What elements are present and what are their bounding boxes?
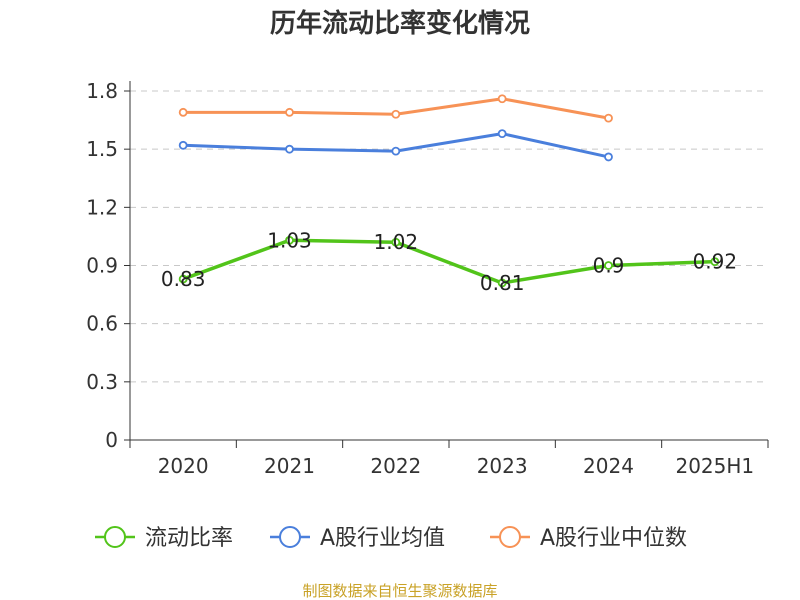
data-label: 0.81 [480, 271, 525, 295]
y-tick-label: 1.2 [86, 195, 118, 219]
x-tick-label: 2025H1 [675, 454, 754, 478]
legend: 流动比率 A股行业均值 A股行业中位数 [95, 526, 687, 551]
data-point [391, 109, 401, 119]
x-tick-label: 2020 [158, 454, 209, 478]
y-tick-label: 0.3 [86, 370, 118, 394]
data-point [391, 237, 401, 247]
data-label: 1.03 [267, 228, 312, 252]
legend-label: A股行业中位数 [540, 526, 687, 551]
series-0 [178, 235, 720, 288]
data-label: 0.92 [693, 250, 738, 274]
data-point [604, 261, 613, 270]
data-point [497, 129, 507, 139]
series-2 [178, 94, 613, 123]
legend-label: 流动比率 [145, 526, 233, 551]
data-point [178, 140, 188, 150]
data-label: 0.9 [593, 254, 625, 278]
legend-marker [499, 526, 521, 548]
data-point [710, 257, 720, 267]
series-1 [178, 129, 613, 162]
y-tick-label: 0 [105, 428, 118, 452]
legend-marker [104, 526, 126, 548]
data-point [497, 278, 507, 288]
data-point [391, 146, 401, 156]
x-tick-label: 2022 [370, 454, 421, 478]
legend-item: A股行业中位数 [490, 526, 687, 551]
x-tick-label: 2021 [264, 454, 315, 478]
grid [130, 90, 768, 383]
x-tick-label: 2024 [583, 454, 634, 478]
data-point [497, 94, 507, 104]
data-point [178, 107, 188, 117]
data-label: 0.83 [161, 267, 206, 291]
legend-item: 流动比率 [95, 526, 233, 551]
y-tick-label: 0.9 [86, 254, 118, 278]
x-tick-label: 2023 [477, 454, 528, 478]
series-line [181, 238, 717, 285]
y-tick-label: 1.5 [86, 137, 118, 161]
data-point [285, 107, 294, 117]
data-point [285, 144, 294, 154]
data-point [604, 152, 613, 162]
data-label: 1.02 [374, 230, 419, 254]
data-point [178, 274, 188, 284]
data-point [285, 235, 294, 245]
y-tick-label: 1.8 [86, 79, 118, 103]
legend-item: A股行业均值 [270, 526, 445, 551]
data-labels: 0.83 1.03 1.02 0.81 0.9 0.92 [161, 228, 737, 295]
data-point [604, 113, 613, 123]
legend-marker [279, 526, 301, 548]
source-note: 制图数据来自恒生聚源数据库 [302, 582, 497, 600]
series-layer [178, 94, 720, 288]
legend-label: A股行业均值 [320, 526, 445, 551]
y-tick-label: 0.6 [86, 312, 118, 336]
axes: 0 0.3 0.6 0.9 1.2 1.5 1.8 2020 2021 2022 2023 2024 2… [86, 79, 769, 478]
chart-title: 历年流动比率变化情况 [270, 8, 530, 39]
